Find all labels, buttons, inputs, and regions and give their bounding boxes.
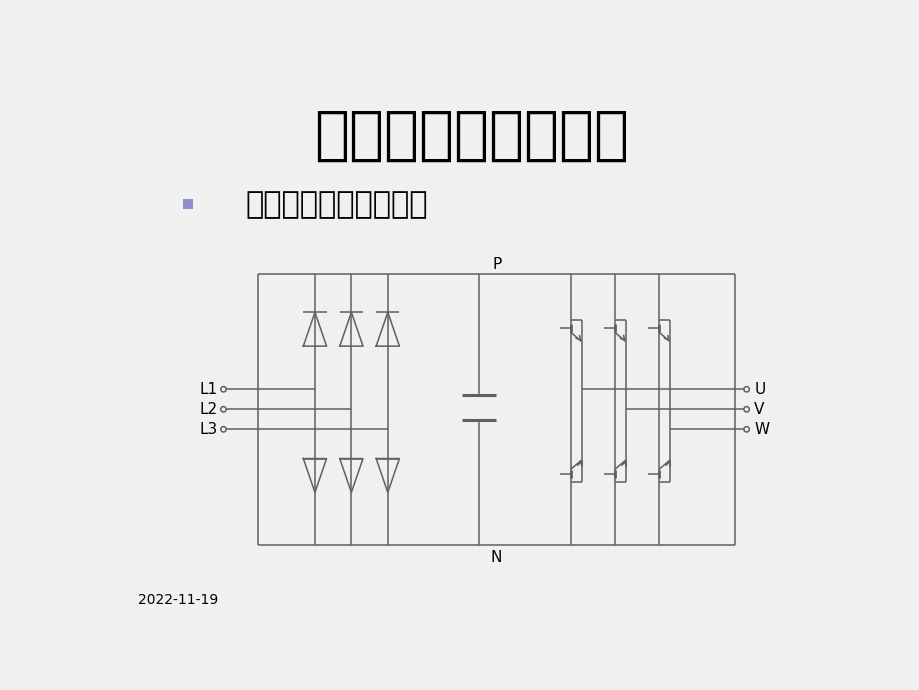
- Bar: [183, 199, 193, 209]
- Text: N: N: [491, 550, 502, 564]
- Text: P: P: [492, 257, 501, 272]
- Text: L1: L1: [199, 382, 217, 397]
- Text: 两电平变频器原理图：: 两电平变频器原理图：: [245, 190, 427, 219]
- Text: V: V: [754, 402, 764, 417]
- Text: 两电平变频器的不足: 两电平变频器的不足: [313, 107, 629, 164]
- Text: L3: L3: [199, 422, 217, 437]
- Text: U: U: [754, 382, 765, 397]
- Text: L2: L2: [199, 402, 217, 417]
- Text: 2022-11-19: 2022-11-19: [138, 593, 219, 607]
- Text: W: W: [754, 422, 768, 437]
